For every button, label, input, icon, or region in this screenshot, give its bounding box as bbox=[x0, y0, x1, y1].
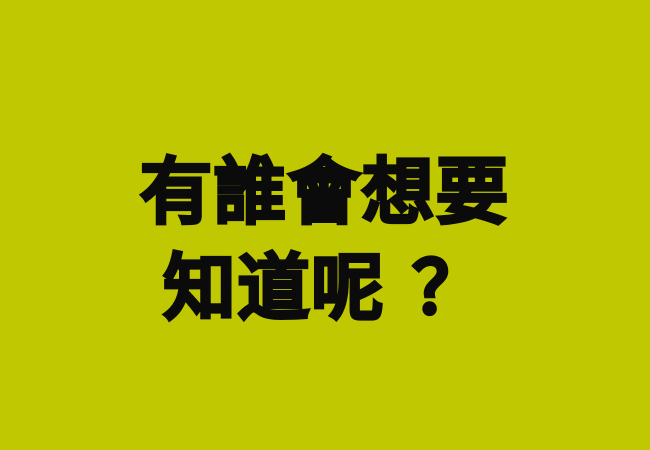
headline-line-2: 知道呢 ？ bbox=[0, 248, 650, 328]
headline-line-1: 有誰會想要 bbox=[0, 152, 650, 232]
